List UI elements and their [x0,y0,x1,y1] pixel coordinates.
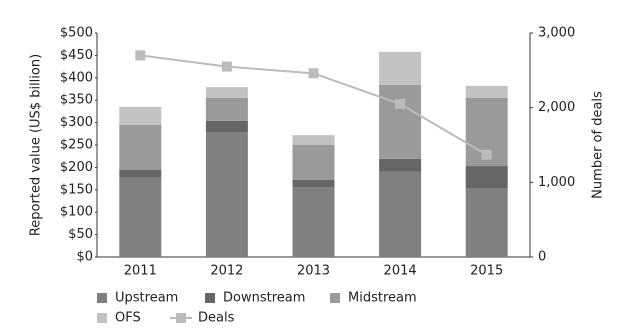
y-tick-label: $150 [60,182,93,197]
y-tick-label: $500 [60,26,93,41]
legend-swatch [205,293,215,303]
deals-marker [135,50,146,61]
x-tick-label: 2013 [297,264,330,279]
y-tick-label: $100 [60,205,93,220]
bar-segment [292,179,335,188]
deals-marker [308,68,319,79]
x-tick-label: 2015 [470,264,503,279]
y-tick-label: $300 [60,115,93,130]
bar-segment [379,51,422,85]
y-tick-label: $450 [60,48,93,63]
y2-tick-label: 3,000 [538,26,575,41]
y2-tick-label: 1,000 [538,175,575,190]
bar-segment [205,120,248,133]
bar-segment [465,188,508,257]
bar-segment [205,132,248,257]
bar-segment [292,145,335,180]
legend-label: Midstream [348,291,417,306]
legend-label: Upstream [115,291,178,306]
deals-marker [481,149,492,160]
y-axis-title: Reported value (US$ billion) [29,54,44,236]
bar-segment [119,124,162,170]
bar-segment [292,135,335,145]
legend-label: Downstream [223,291,305,306]
bar-segment [119,106,162,125]
bar-segment [379,158,422,172]
x-tick-label: 2012 [210,264,243,279]
y-tick-label: $400 [60,70,93,85]
bar-segment [379,171,422,257]
y2-tick-label: 0 [538,250,546,265]
y-tick-label: $350 [60,93,93,108]
y-tick-label: $50 [68,227,93,242]
legend-label: OFS [115,311,141,326]
y-tick-label: $0 [76,250,93,265]
legend-swatch [97,293,107,303]
deals-marker [221,61,232,72]
deals-marker [395,98,406,109]
bar-segment [119,169,162,178]
x-tick-label: 2014 [384,264,417,279]
y2-axis-title: Number of deals [591,91,606,199]
y-tick-label: $200 [60,160,93,175]
bar-segment [119,177,162,257]
legend-marker [176,313,186,323]
bar-segment [465,166,508,189]
x-tick-label: 2011 [124,264,157,279]
bar-segment [379,84,422,159]
y-tick-label: $250 [60,138,93,153]
bar-segment [205,87,248,98]
bar-segment [205,97,248,121]
bar-segment [465,85,508,98]
bar-segment [292,187,335,257]
legend-swatch [97,313,107,323]
legend-label: Deals [198,311,235,326]
legend-swatch [330,293,340,303]
y2-tick-label: 2,000 [538,100,575,115]
